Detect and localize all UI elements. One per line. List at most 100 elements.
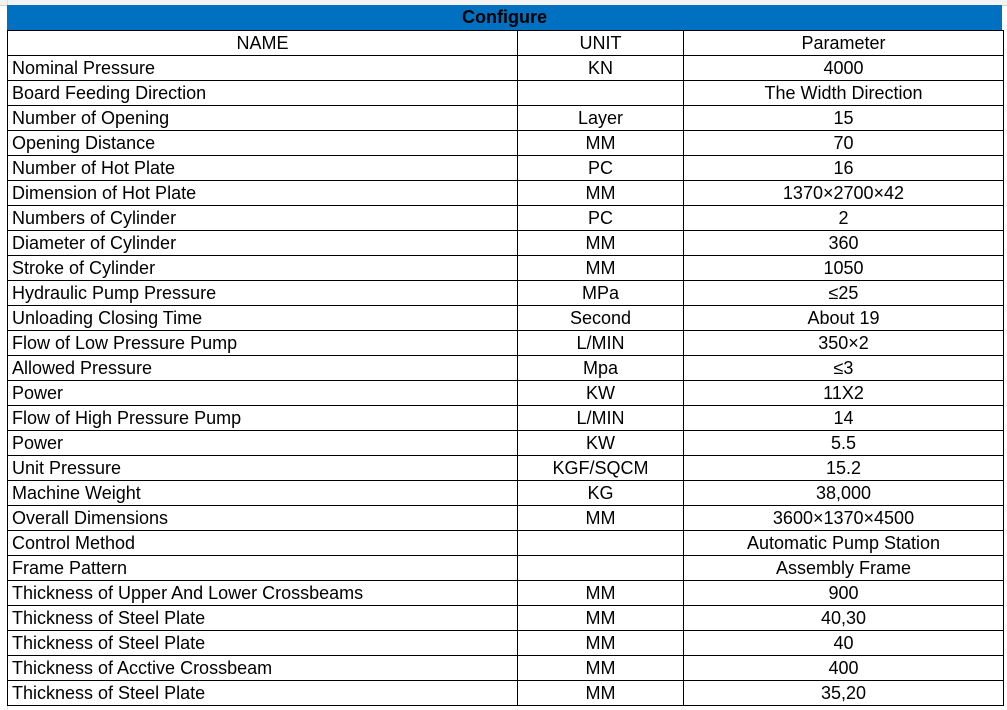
cell-name[interactable]: Power — [7, 430, 518, 456]
cell-parameter[interactable]: ≤25 — [683, 280, 1004, 306]
cell-name[interactable]: Unloading Closing Time — [7, 305, 518, 331]
cell-parameter[interactable]: 35,20 — [683, 680, 1004, 706]
cell-name[interactable]: Flow of Low Pressure Pump — [7, 330, 518, 356]
cell-parameter[interactable]: 15.2 — [683, 455, 1004, 481]
cell-parameter[interactable]: 900 — [683, 580, 1004, 606]
cell-parameter[interactable]: 3600×1370×4500 — [683, 505, 1004, 531]
cell-unit[interactable]: L/MIN — [517, 405, 684, 431]
cell-name[interactable]: Thickness of Upper And Lower Crossbeams — [7, 580, 518, 606]
cell-name[interactable]: Thickness of Steel Plate — [7, 680, 518, 706]
cell-name[interactable]: Numbers of Cylinder — [7, 205, 518, 231]
cell-unit[interactable]: KG — [517, 480, 684, 506]
cell-name[interactable]: Number of Opening — [7, 105, 518, 131]
cell-parameter[interactable]: Assembly Frame — [683, 555, 1004, 581]
cell-name[interactable]: Unit Pressure — [7, 455, 518, 481]
cell-unit[interactable] — [517, 80, 684, 106]
table-row: Dimension of Hot Plate MM 1370×2700×42 — [7, 180, 1004, 206]
cell-parameter[interactable]: 15 — [683, 105, 1004, 131]
table-row: Stroke of Cylinder MM 1050 — [7, 255, 1004, 281]
cell-parameter[interactable]: 2 — [683, 205, 1004, 231]
table-row: Machine Weight KG 38,000 — [7, 480, 1004, 506]
cell-parameter[interactable]: 38,000 — [683, 480, 1004, 506]
cell-unit[interactable]: MM — [517, 655, 684, 681]
cell-unit[interactable]: MM — [517, 505, 684, 531]
cell-name[interactable]: Hydraulic Pump Pressure — [7, 280, 518, 306]
cell-parameter[interactable]: 40,30 — [683, 605, 1004, 631]
cell-unit[interactable]: MM — [517, 630, 684, 656]
cell-unit[interactable]: KW — [517, 380, 684, 406]
table-row: Hydraulic Pump Pressure MPa ≤25 — [7, 280, 1004, 306]
cell-name[interactable]: Nominal Pressure — [7, 55, 518, 81]
table-row: Flow of Low Pressure Pump L/MIN 350×2 — [7, 330, 1004, 356]
cell-unit[interactable]: MM — [517, 680, 684, 706]
cell-unit[interactable]: KGF/SQCM — [517, 455, 684, 481]
cell-unit[interactable] — [517, 555, 684, 581]
cell-parameter[interactable]: 1370×2700×42 — [683, 180, 1004, 206]
table-row: Overall Dimensions MM 3600×1370×4500 — [7, 505, 1004, 531]
cell-name[interactable]: Machine Weight — [7, 480, 518, 506]
cell-unit[interactable]: MPa — [517, 280, 684, 306]
cell-name[interactable]: Allowed Pressure — [7, 355, 518, 381]
cell-unit[interactable]: MM — [517, 230, 684, 256]
cell-parameter[interactable]: 1050 — [683, 255, 1004, 281]
cell-parameter[interactable]: 70 — [683, 130, 1004, 156]
cell-unit[interactable]: MM — [517, 605, 684, 631]
cell-parameter[interactable]: 4000 — [683, 55, 1004, 81]
cell-unit[interactable]: Layer — [517, 105, 684, 131]
cell-name[interactable]: Thickness of Steel Plate — [7, 630, 518, 656]
cell-unit[interactable]: PC — [517, 155, 684, 181]
cell-unit[interactable]: KW — [517, 430, 684, 456]
cell-name[interactable]: Diameter of Cylinder — [7, 230, 518, 256]
table-row: Thickness of Steel Plate MM 35,20 — [7, 680, 1004, 706]
cell-name[interactable]: Opening Distance — [7, 130, 518, 156]
spec-table: NAME UNIT Parameter Nominal Pressure KN 40… — [7, 30, 1004, 706]
table-row: Power KW 5.5 — [7, 430, 1004, 456]
cell-parameter[interactable]: 5.5 — [683, 430, 1004, 456]
cell-name[interactable]: Stroke of Cylinder — [7, 255, 518, 281]
cell-unit[interactable]: MM — [517, 255, 684, 281]
cell-name[interactable]: Power — [7, 380, 518, 406]
table-row: Number of Opening Layer 15 — [7, 105, 1004, 131]
table-row: Frame Pattern Assembly Frame — [7, 555, 1004, 581]
cell-name[interactable]: Thickness of Steel Plate — [7, 605, 518, 631]
cell-unit[interactable]: Mpa — [517, 355, 684, 381]
cell-parameter[interactable]: The Width Direction — [683, 80, 1004, 106]
header-parameter[interactable]: Parameter — [683, 30, 1004, 56]
table-row: Number of Hot Plate PC 16 — [7, 155, 1004, 181]
header-unit[interactable]: UNIT — [517, 30, 684, 56]
table-row: Nominal Pressure KN 4000 — [7, 55, 1004, 81]
cell-parameter[interactable]: 360 — [683, 230, 1004, 256]
table-row: Thickness of Upper And Lower Crossbeams M… — [7, 580, 1004, 606]
header-name[interactable]: NAME — [7, 30, 518, 56]
cell-parameter[interactable]: 14 — [683, 405, 1004, 431]
cell-unit[interactable]: L/MIN — [517, 330, 684, 356]
cell-unit[interactable]: MM — [517, 180, 684, 206]
cell-name[interactable]: Number of Hot Plate — [7, 155, 518, 181]
cell-name[interactable]: Control Method — [7, 530, 518, 556]
table-row: Thickness of Steel Plate MM 40 — [7, 630, 1004, 656]
cell-unit[interactable]: KN — [517, 55, 684, 81]
cell-parameter[interactable]: 40 — [683, 630, 1004, 656]
cell-parameter[interactable]: 350×2 — [683, 330, 1004, 356]
cell-parameter[interactable]: Automatic Pump Station — [683, 530, 1004, 556]
cell-name[interactable]: Overall Dimensions — [7, 505, 518, 531]
cell-unit[interactable]: Second — [517, 305, 684, 331]
cell-parameter[interactable]: 11X2 — [683, 380, 1004, 406]
cell-unit[interactable]: MM — [517, 580, 684, 606]
cell-name[interactable]: Thickness of Acctive Crossbeam — [7, 655, 518, 681]
table-title: Configure — [7, 5, 1002, 30]
cell-parameter[interactable]: 16 — [683, 155, 1004, 181]
cell-parameter[interactable]: 400 — [683, 655, 1004, 681]
cell-name[interactable]: Dimension of Hot Plate — [7, 180, 518, 206]
table-row: Thickness of Acctive Crossbeam MM 400 — [7, 655, 1004, 681]
cell-unit[interactable]: PC — [517, 205, 684, 231]
table-row: Diameter of Cylinder MM 360 — [7, 230, 1004, 256]
cell-name[interactable]: Flow of High Pressure Pump — [7, 405, 518, 431]
table-row: Power KW 11X2 — [7, 380, 1004, 406]
cell-parameter[interactable]: About 19 — [683, 305, 1004, 331]
cell-unit[interactable]: MM — [517, 130, 684, 156]
cell-name[interactable]: Board Feeding Direction — [7, 80, 518, 106]
cell-name[interactable]: Frame Pattern — [7, 555, 518, 581]
cell-parameter[interactable]: ≤3 — [683, 355, 1004, 381]
cell-unit[interactable] — [517, 530, 684, 556]
